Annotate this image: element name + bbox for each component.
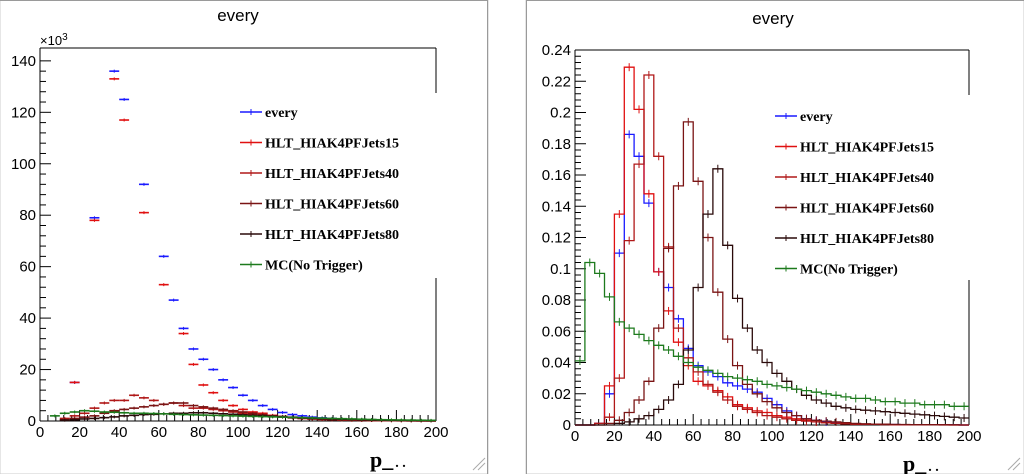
left-x-axis-label-main: p_: [370, 447, 394, 472]
right-x-tick-label: 0: [571, 428, 579, 445]
right-grip-line-2: [1012, 462, 1021, 471]
left-series-layer: [49, 69, 436, 423]
left-x-tick-label: 120: [265, 424, 290, 441]
right-legend-label-every: every: [800, 110, 833, 125]
right-x-axis-label: p_. .: [903, 451, 939, 474]
right-legend: every HLT_HIAK4PFJets15 HLT_HIAK4PFJets40 H…: [775, 110, 934, 278]
left-grip-line-2: [477, 462, 486, 471]
left-y-tick-label: 80: [19, 207, 36, 224]
right-series-hlt80-step-line: [575, 168, 969, 426]
right-y-tick-label: 0.16: [542, 167, 571, 184]
right-y-tick-label: 0.02: [542, 386, 571, 403]
left-legend-label-hlt15: HLT_HIAK4PFJets15: [265, 137, 399, 152]
right-x-tick-label: 100: [759, 428, 784, 445]
left-x-tick-label: 60: [150, 424, 167, 441]
left-y-tick-label: 100: [11, 156, 36, 173]
left-legend-label-mc: MC(No Trigger): [265, 259, 363, 274]
left-y-multiplier-base: ×10: [40, 33, 62, 48]
left-x-tick-label: 100: [225, 424, 250, 441]
right-x-tick-label: 180: [917, 428, 942, 445]
right-y-tick-label: 0.12: [542, 230, 571, 247]
right-legend-label-hlt60: HLT_HIAK4PFJets60: [800, 202, 934, 217]
left-x-tick-label: 20: [71, 424, 88, 441]
left-x-tick-label: 0: [36, 424, 44, 441]
right-panel: every 0 20 40 60 80 100 120 140 160 180 200 0 0.02 0.…: [525, 0, 1024, 474]
left-x-tick-label: 160: [344, 424, 369, 441]
left-x-axis-label-suffix: . .: [395, 456, 406, 471]
left-x-tick-label: 40: [111, 424, 128, 441]
right-x-tick-label: 120: [799, 428, 824, 445]
right-chart-title: every: [752, 9, 794, 28]
right-y-tick-label: 0.06: [542, 323, 571, 340]
left-grip-line-1: [472, 457, 486, 471]
left-y-multiplier: ×103: [40, 32, 68, 48]
right-x-axis-label-main: p_: [903, 451, 927, 474]
right-x-tick-label: 60: [685, 428, 702, 445]
left-plot-area: 0 20 40 60 80 100 120 140 160 180 200 0 20 40 60 80 100 1…: [11, 32, 449, 472]
right-legend-label-mc: MC(No Trigger): [800, 263, 898, 278]
right-resize-grip[interactable]: [1007, 457, 1021, 471]
right-y-tick-label: 0: [563, 417, 571, 434]
right-x-tick-label: 160: [878, 428, 903, 445]
left-y-tick-label: 60: [19, 259, 36, 276]
right-series-hlt60-step-line: [575, 121, 969, 426]
left-y-tick-label: 20: [19, 362, 36, 379]
left-x-tick-label: 140: [305, 424, 330, 441]
left-y-multiplier-exp: 3: [62, 32, 68, 43]
left-legend-label-hlt40: HLT_HIAK4PFJets40: [265, 167, 399, 182]
left-x-tick-label: 80: [190, 424, 207, 441]
left-panel-background: [0, 0, 489, 474]
right-plot-area: 0 20 40 60 80 100 120 140 160 180 200 0 0.02 0.04 0.06…: [542, 42, 982, 474]
right-y-tick-label: 0.14: [542, 198, 571, 215]
left-chart-title: every: [217, 6, 259, 25]
right-y-tick-label: 0.08: [542, 292, 571, 309]
right-x-tick-label: 140: [838, 428, 863, 445]
right-y-tick-label: 0.2: [550, 105, 571, 122]
left-y-tick-label: 140: [11, 53, 36, 70]
right-x-tick-label: 200: [956, 428, 981, 445]
left-legend-label-hlt80: HLT_HIAK4PFJets80: [265, 228, 399, 243]
right-legend-label-hlt40: HLT_HIAK4PFJets40: [800, 171, 934, 186]
right-y-tick-label: 0.22: [542, 73, 571, 90]
left-y-tick-label: 40: [19, 310, 36, 327]
left-resize-grip[interactable]: [472, 457, 486, 471]
right-y-tick-label: 0.18: [542, 136, 571, 153]
right-series-layer: [575, 63, 969, 426]
right-x-tick-label: 20: [606, 428, 623, 445]
right-x-tick-label: 80: [724, 428, 741, 445]
left-y-tick-label: 0: [28, 413, 36, 430]
left-x-tick-label: 180: [384, 424, 409, 441]
right-y-tick-label: 0.04: [542, 355, 571, 372]
right-legend-label-hlt80: HLT_HIAK4PFJets80: [800, 232, 934, 247]
left-x-tick-label: 200: [423, 424, 448, 441]
left-legend-label-every: every: [265, 106, 298, 121]
right-grip-line-1: [1007, 457, 1021, 471]
right-panel-background: [525, 0, 1024, 474]
right-legend-label-hlt15: HLT_HIAK4PFJets15: [800, 141, 934, 156]
left-x-axis-label: p_. .: [370, 447, 406, 472]
right-y-tick-label: 0.24: [542, 42, 571, 59]
left-legend: every HLT_HIAK4PFJets15 HLT_HIAK4PFJets40 H…: [240, 106, 399, 274]
left-panel: every 0 20 40 60 80 100 120 140 160 180 200 0 20 40 60…: [0, 0, 489, 474]
left-legend-label-hlt60: HLT_HIAK4PFJets60: [265, 198, 399, 213]
right-y-tick-label: 0.1: [550, 261, 571, 278]
right-x-tick-label: 40: [645, 428, 662, 445]
right-x-axis-label-suffix: . .: [928, 460, 939, 474]
left-y-tick-label: 120: [11, 104, 36, 121]
